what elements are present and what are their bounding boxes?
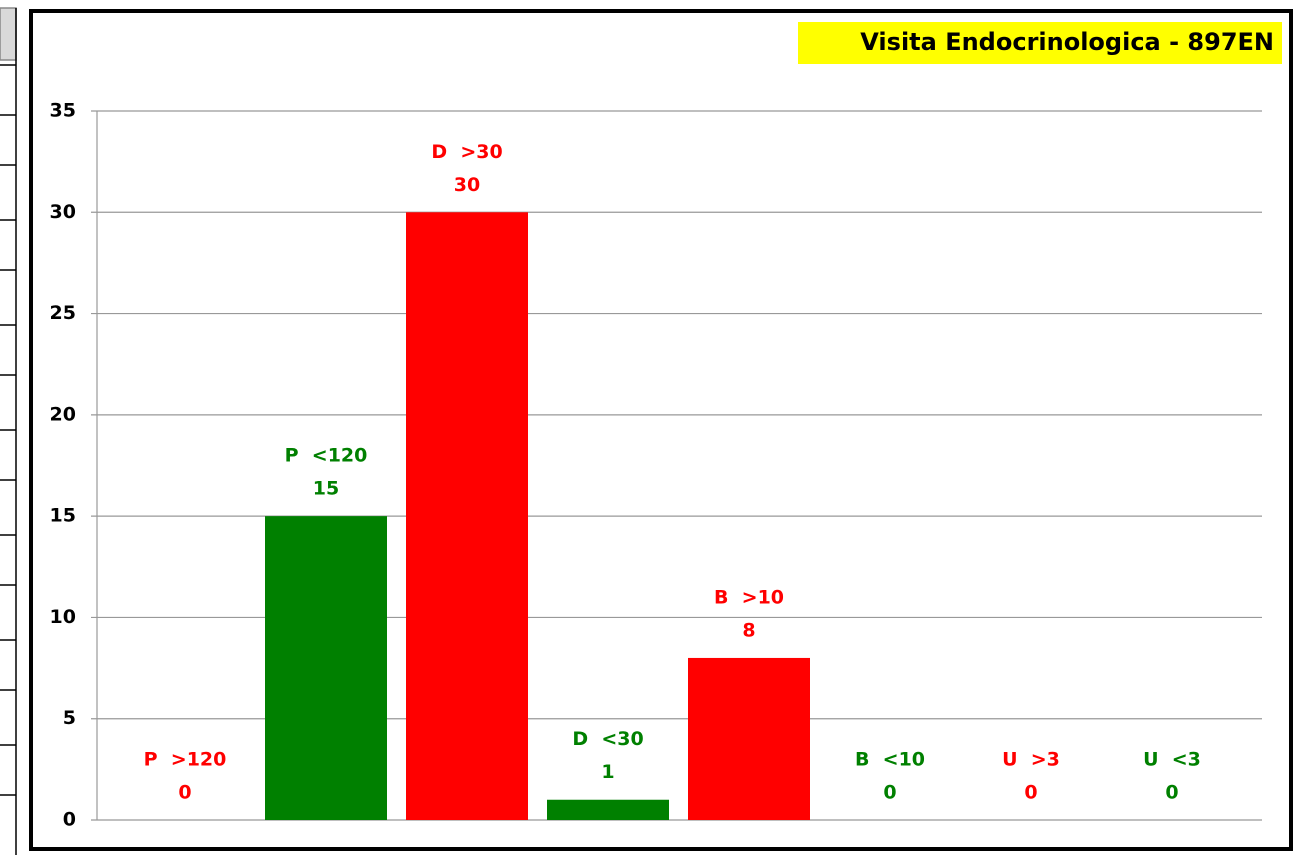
bar-value-label: 0 <box>1024 782 1037 804</box>
bar-value-label: 0 <box>178 782 191 804</box>
y-tick-label: 30 <box>50 201 76 223</box>
y-tick-label: 5 <box>63 707 76 729</box>
bar-value-label: 0 <box>883 782 896 804</box>
bar-value-label: 8 <box>742 619 755 641</box>
bar-category-label: B >10 <box>714 586 784 608</box>
bar-category-label: D <30 <box>572 728 643 750</box>
bar <box>406 212 528 821</box>
bar-value-label: 15 <box>313 478 339 500</box>
y-tick-label: 35 <box>50 100 76 122</box>
bar-value-label: 0 <box>1165 782 1178 804</box>
bar-category-label: U >3 <box>1002 749 1060 771</box>
chart-frame <box>29 9 1293 851</box>
bar-category-label: B <10 <box>855 749 925 771</box>
bar-category-label: U <3 <box>1143 749 1201 771</box>
y-tick-label: 25 <box>50 302 76 324</box>
y-tick-label: 15 <box>50 505 76 527</box>
bar <box>547 799 669 820</box>
bar <box>688 657 810 820</box>
bar-category-label: D >30 <box>431 141 502 163</box>
chart-title: Visita Endocrinologica - 897EN <box>860 28 1274 56</box>
bar <box>265 516 387 820</box>
bar-category-label: P >120 <box>144 749 227 771</box>
y-tick-label: 20 <box>50 403 76 425</box>
title-background <box>798 22 1282 64</box>
bar-category-label: P <120 <box>285 445 368 467</box>
y-tick-label: 0 <box>63 809 76 831</box>
bar-value-label: 1 <box>601 761 614 783</box>
bar-value-label: 30 <box>454 174 480 196</box>
sheet-cells <box>0 7 17 855</box>
y-tick-label: 10 <box>50 606 76 628</box>
